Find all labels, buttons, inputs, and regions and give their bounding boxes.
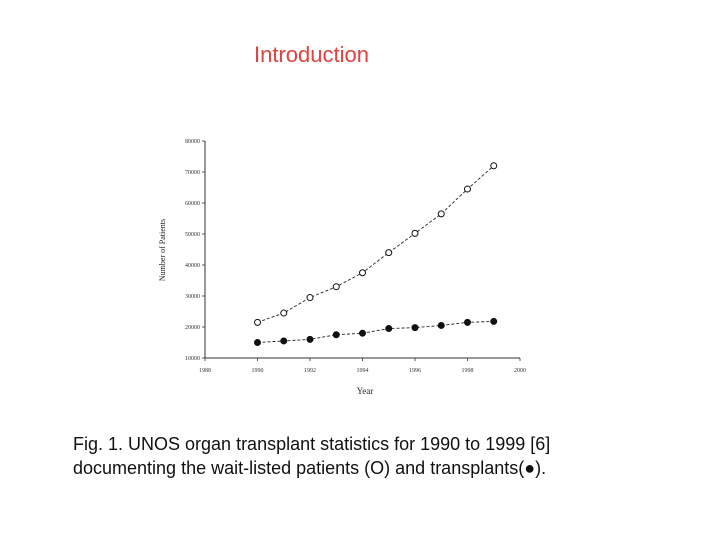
y-tick-label: 20000: [185, 325, 200, 331]
waitlist-point: [306, 294, 314, 302]
x-tick-labels: 1988 1990 1992 1994 1996 1998 2000: [199, 368, 526, 374]
transplant-point: [411, 324, 419, 332]
transplant-point: [464, 318, 471, 326]
caption-line-1: Fig. 1. UNOS organ transplant statistics…: [73, 434, 551, 454]
y-axis-label: Number of Patients: [158, 219, 167, 281]
line-chart: 1988 1990 1992 1994 1996 1998 2000 10000 20000 3…: [158, 139, 526, 396]
waitlist-point: [464, 185, 471, 193]
transplant-point: [490, 317, 498, 325]
chart-series: [254, 162, 498, 346]
chart-axes: [202, 140, 521, 361]
transplant-point: [437, 321, 445, 329]
waitlist-point: [359, 269, 366, 277]
x-tick-label: 1996: [409, 368, 421, 374]
transplant-point: [254, 339, 261, 346]
waitlist-point: [385, 249, 393, 257]
caption-line-2: documenting the wait-listed patients (O)…: [73, 458, 547, 478]
figure-caption: Fig. 1. UNOS organ transplant statistics…: [73, 432, 693, 480]
waitlist-point: [254, 318, 261, 326]
y-tick-labels: 10000 20000 30000 40000 50000 60000 70000 80000: [185, 139, 200, 362]
series-2: [254, 317, 498, 346]
x-tick-label: 2000: [514, 368, 526, 374]
waitlist-point: [280, 309, 288, 317]
waitlist-point: [437, 210, 445, 218]
waitlist-point: [490, 162, 498, 170]
y-tick-label: 40000: [185, 263, 200, 269]
x-tick-label: 1992: [304, 368, 316, 374]
waitlist-point: [411, 229, 419, 237]
waitlist-point: [332, 283, 340, 291]
x-tick-label: 1994: [357, 368, 369, 374]
transplant-point: [385, 325, 393, 333]
transplant-point: [306, 335, 314, 343]
x-axis-label: Year: [357, 386, 374, 396]
transplant-point: [332, 331, 340, 339]
y-tick-label: 30000: [185, 294, 200, 300]
x-tick-label: 1998: [462, 368, 474, 374]
series-1: [254, 162, 498, 326]
y-tick-label: 10000: [185, 356, 200, 362]
y-tick-label: 70000: [185, 170, 200, 176]
transplant-point: [359, 329, 366, 337]
series-line: [257, 320, 494, 343]
y-tick-label: 50000: [185, 232, 200, 238]
x-tick-label: 1990: [252, 368, 264, 374]
y-tick-label: 60000: [185, 201, 200, 207]
series-line: [257, 165, 495, 323]
x-tick-label: 1988: [199, 368, 211, 374]
y-tick-label: 80000: [185, 139, 200, 145]
slide-title: Introduction: [254, 42, 369, 67]
transplant-point: [280, 337, 288, 345]
